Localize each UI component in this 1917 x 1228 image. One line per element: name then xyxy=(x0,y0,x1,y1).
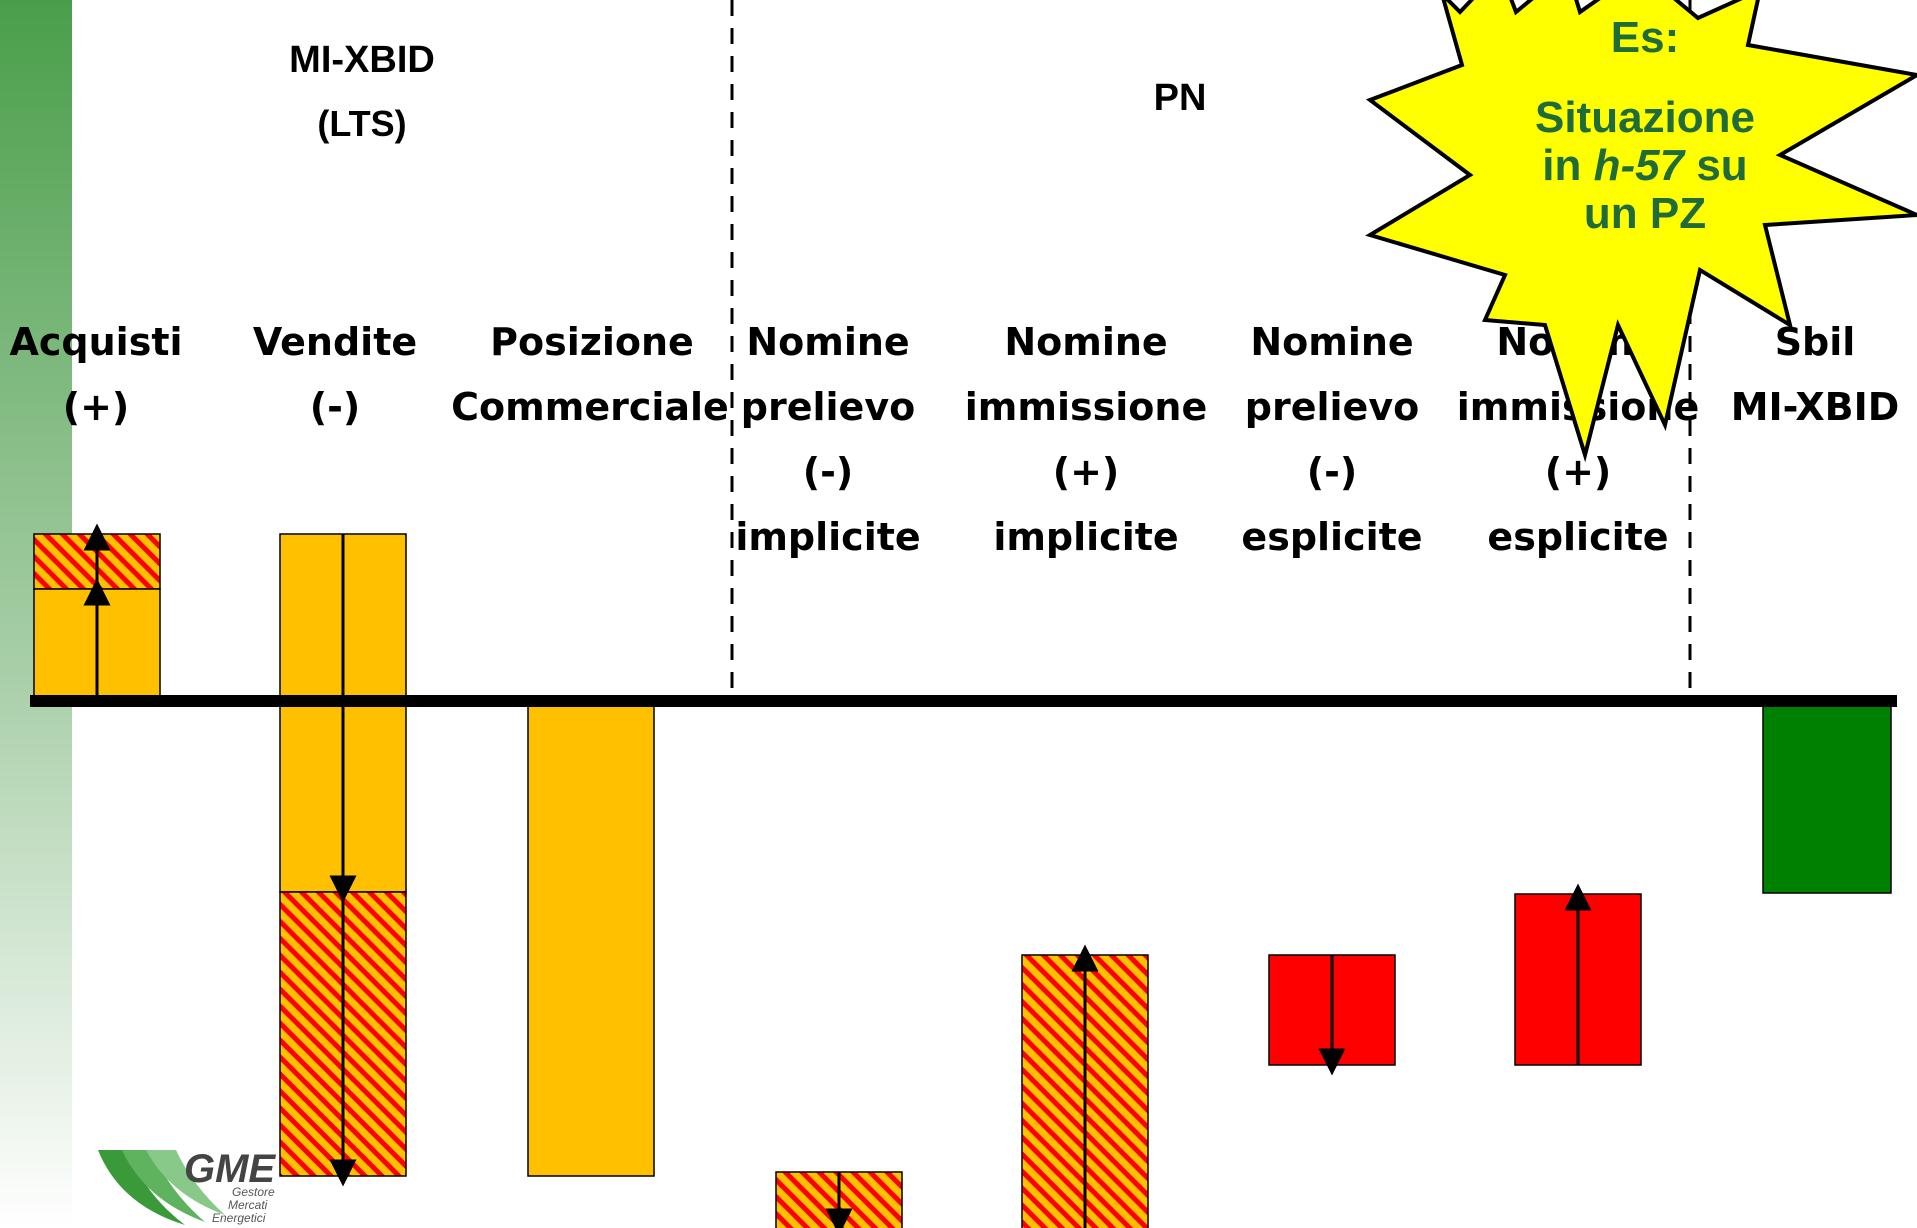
burst-line3-em: h-57 xyxy=(1594,141,1687,190)
gme-logo: GME Gestore Mercati Energetici xyxy=(98,1147,276,1225)
burst-line4: un PZ xyxy=(1584,189,1706,238)
logo-wave-2 xyxy=(122,1150,205,1222)
logo-line1: Gestore xyxy=(232,1185,275,1199)
label-npe-1: Nomine xyxy=(1250,320,1413,364)
sbil-green-bar xyxy=(1762,705,1892,894)
label-vendite-2: (-) xyxy=(310,385,361,429)
label-sbil-2: MI-XBID xyxy=(1731,385,1900,429)
label-npi-2: prelievo xyxy=(741,385,915,429)
logo-gme-text: GME xyxy=(184,1147,276,1191)
burst-line1: Es: xyxy=(1611,13,1679,62)
label-sbil-1: Sbil xyxy=(1775,320,1856,364)
burst-shape xyxy=(1365,0,1917,463)
label-acquisti-2: (+) xyxy=(63,385,130,429)
label-npi-1: Nomine xyxy=(746,320,909,364)
logo-line2: Mercati xyxy=(228,1198,268,1212)
posizione-bar xyxy=(527,705,655,1177)
burst-line3-pre: in xyxy=(1542,141,1593,190)
logo-wave-1 xyxy=(98,1150,185,1225)
header-mixbid: MI-XBID xyxy=(289,39,435,81)
column-labels: Acquisti (+) Vendite (-) Posizione Comme… xyxy=(9,320,1899,559)
label-npe-3: (-) xyxy=(1307,450,1358,494)
label-nii-1: Nomine xyxy=(1004,320,1167,364)
bars-acquisti xyxy=(33,523,161,697)
label-nii-4: implicite xyxy=(993,515,1178,559)
bars-npe xyxy=(1268,954,1396,1076)
bars-nii xyxy=(1021,944,1149,1228)
label-nii-3: (+) xyxy=(1053,450,1120,494)
label-vendite-1: Vendite xyxy=(253,320,417,364)
label-posizione-1: Posizione xyxy=(490,320,694,364)
callout-burst: Es: Situazione in h-57 su un PZ xyxy=(1365,0,1917,463)
burst-line2: Situazione xyxy=(1535,93,1755,142)
logo-wave-3 xyxy=(146,1150,225,1215)
label-acquisti-1: Acquisti xyxy=(9,320,182,364)
label-nie-3: (+) xyxy=(1545,450,1612,494)
label-nii-2: immissione xyxy=(965,385,1207,429)
label-npe-4: esplicite xyxy=(1241,515,1422,559)
burst-line3: in h-57 su xyxy=(1542,141,1747,190)
bars-nie xyxy=(1514,883,1642,1066)
bars-vendite xyxy=(279,533,407,1187)
bars-npi xyxy=(775,1171,903,1228)
label-npi-4: implicite xyxy=(735,515,920,559)
label-npi-3: (-) xyxy=(803,450,854,494)
label-nie-4: esplicite xyxy=(1487,515,1668,559)
label-npe-2: prelievo xyxy=(1245,385,1419,429)
burst-line3-post: su xyxy=(1684,141,1748,190)
header-pn: PN xyxy=(1154,77,1207,119)
logo-line3: Energetici xyxy=(212,1211,266,1225)
header-lts: (LTS) xyxy=(317,103,406,144)
label-posizione-2: Commerciale xyxy=(451,385,729,429)
